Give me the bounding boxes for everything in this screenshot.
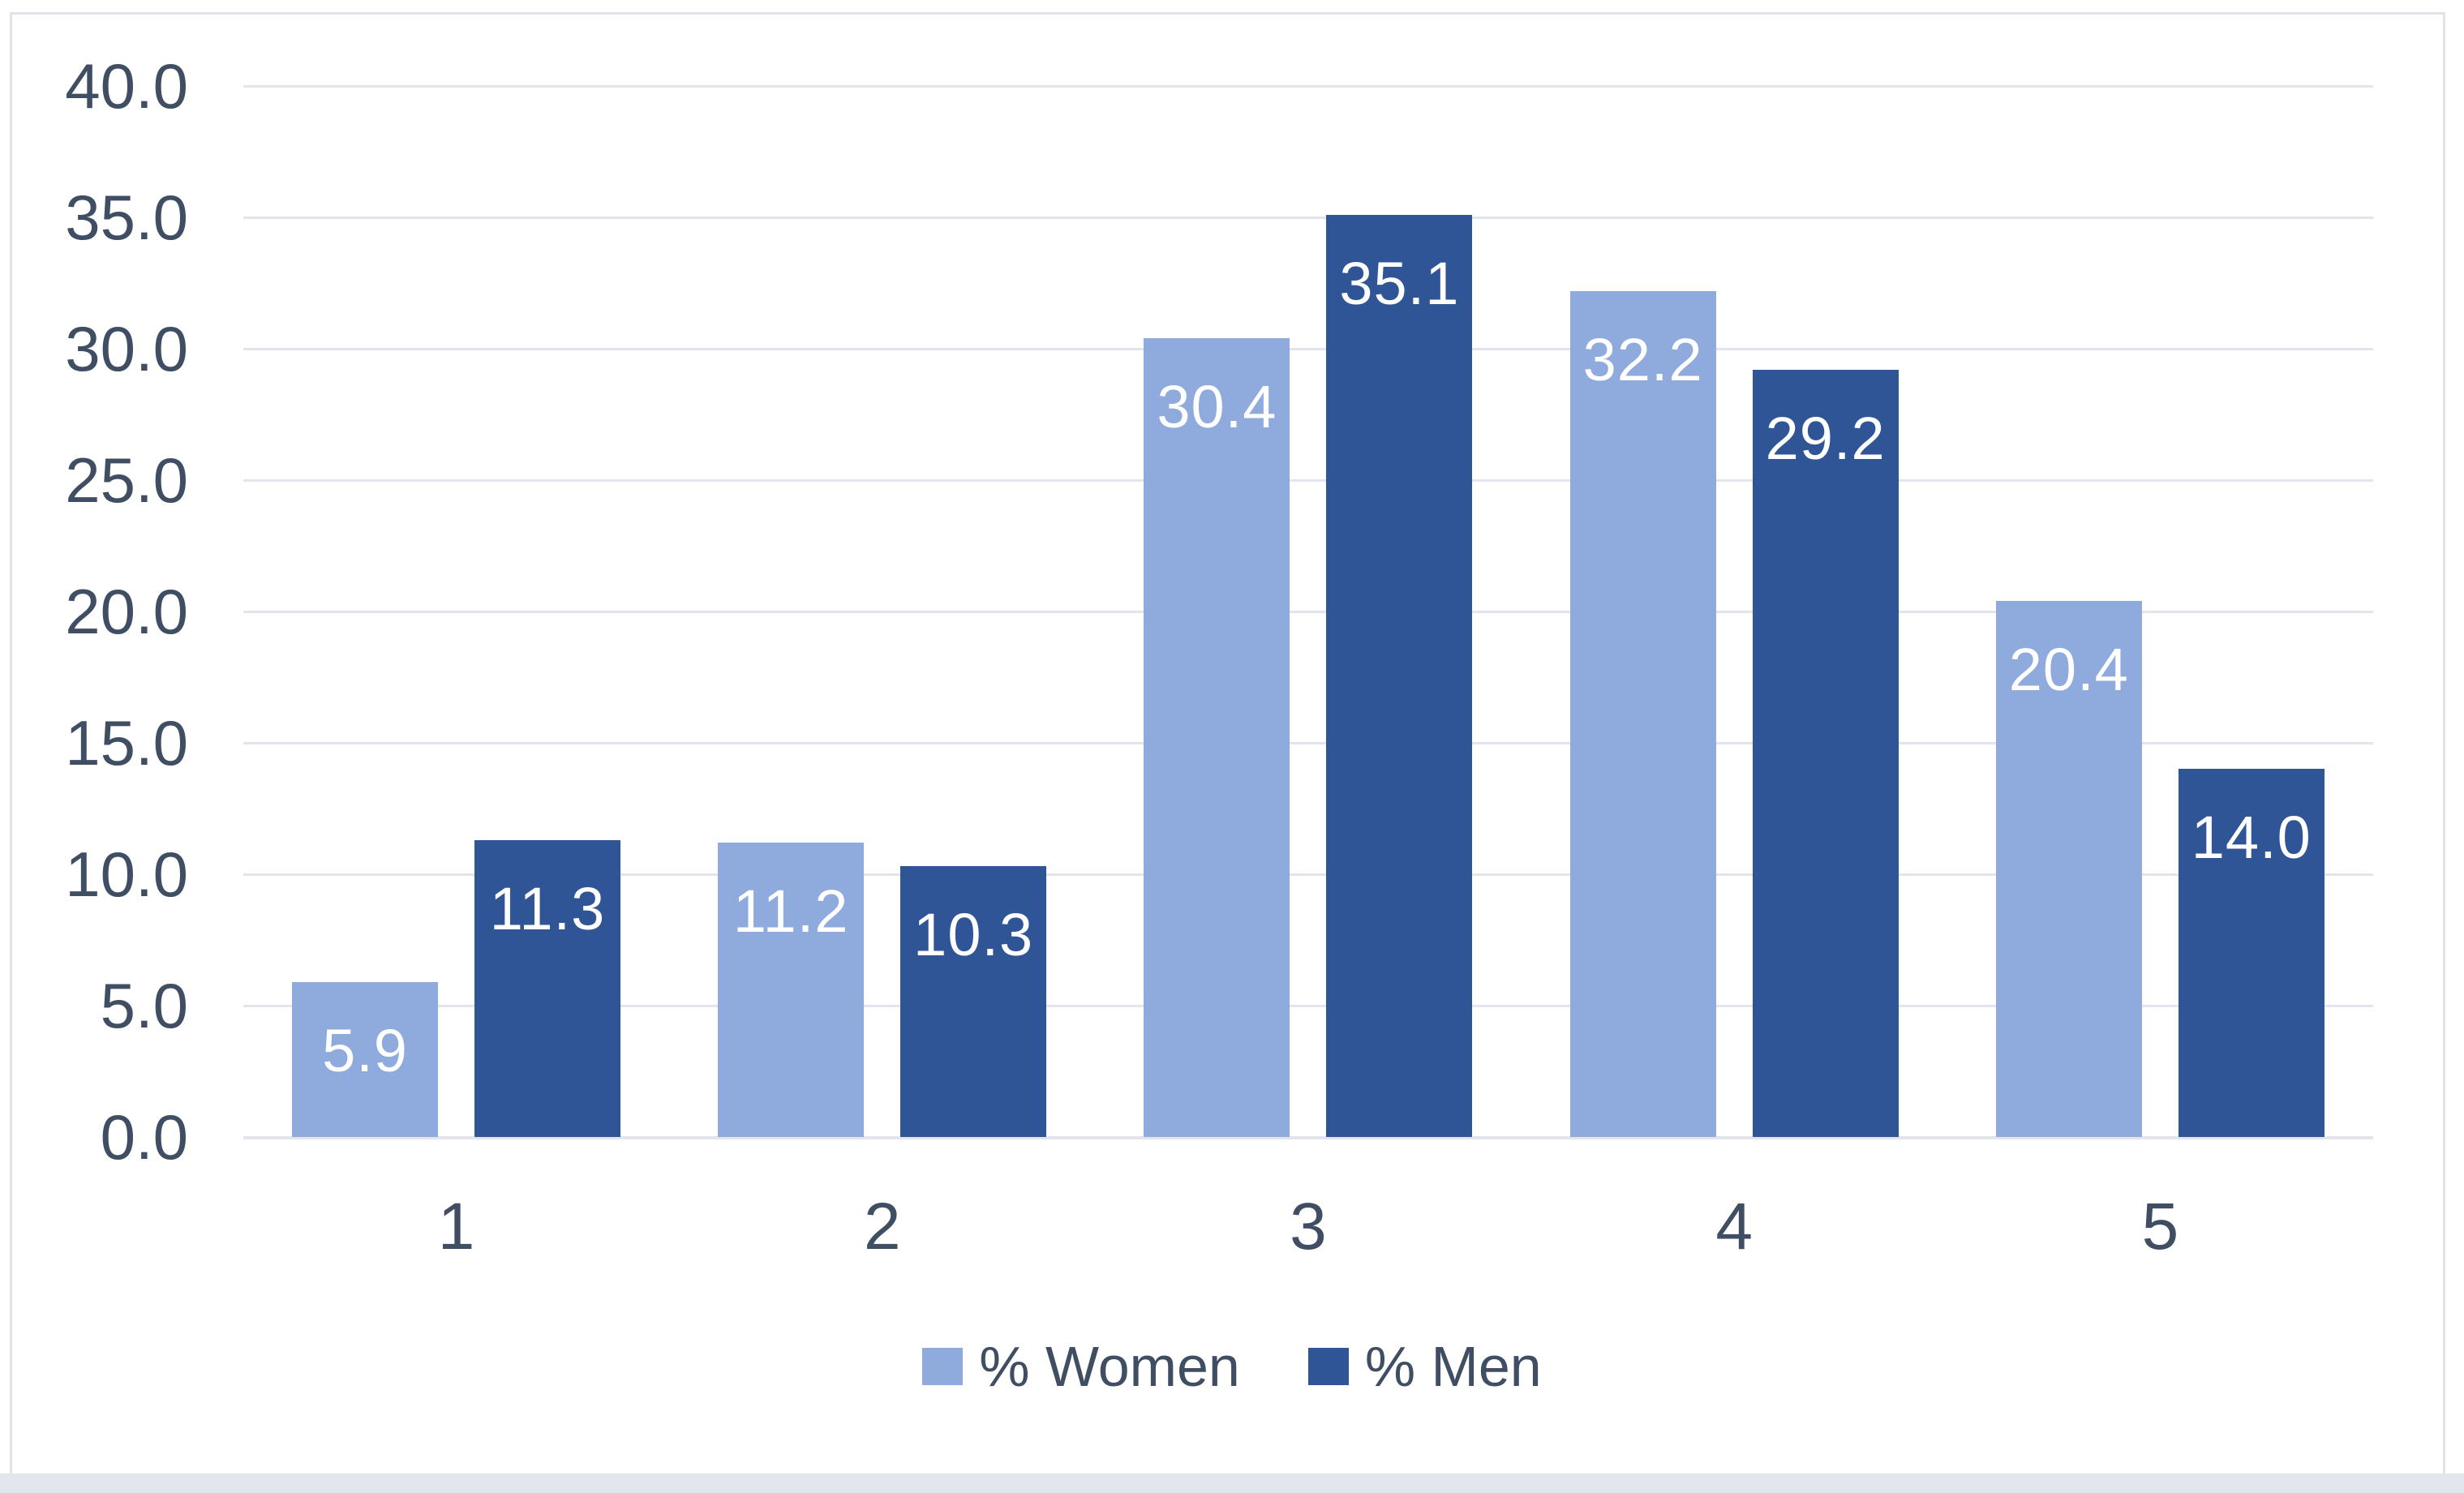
legend: % Women % Men (0, 1334, 2464, 1399)
gridline (243, 217, 2373, 219)
gridline (243, 1005, 2373, 1007)
legend-item-women: % Women (922, 1334, 1240, 1399)
x-category-label: 4 (1715, 1190, 1753, 1263)
legend-label: % Men (1364, 1335, 1542, 1398)
y-tick-label: 0.0 (100, 1101, 188, 1173)
y-tick-label: 35.0 (65, 182, 188, 253)
bar-data-label: 32.2 (1582, 325, 1703, 393)
bar-women-cat-2: 11.2 (718, 843, 865, 1137)
bar-men-cat-1: 11.3 (474, 839, 620, 1137)
x-category-label: 5 (2141, 1190, 2179, 1263)
bar-men-cat-5: 14.0 (2178, 769, 2324, 1137)
bar-data-label: 14.0 (2191, 804, 2312, 872)
bar-men-cat-3: 35.1 (1326, 214, 1473, 1137)
bar-data-label: 29.2 (1765, 404, 1886, 472)
x-category-label: 2 (863, 1190, 901, 1263)
y-tick-label: 30.0 (65, 313, 188, 384)
y-tick-label: 15.0 (65, 707, 188, 779)
gridline (243, 873, 2373, 876)
bar-data-label: 10.3 (913, 901, 1034, 969)
bar-men-cat-4: 29.2 (1752, 369, 1899, 1137)
legend-label: % Women (979, 1335, 1240, 1398)
gridline (243, 742, 2373, 744)
gridline (243, 348, 2373, 350)
bar-women-cat-5: 20.4 (1995, 601, 2142, 1137)
bar-women-cat-4: 32.2 (1569, 290, 1716, 1137)
x-category-label: 1 (437, 1190, 475, 1263)
y-tick-label: 40.0 (65, 50, 188, 122)
bar-data-label: 5.9 (322, 1016, 408, 1084)
x-category-label: 3 (1290, 1190, 1327, 1263)
gridline (243, 479, 2373, 482)
bar-data-label: 11.2 (732, 877, 849, 946)
legend-swatch-icon (1307, 1348, 1349, 1385)
plot-area: 5.9 11.2 30.4 32.2 20.4 11.3 10.3 35.1 29.2 14.0 (243, 85, 2373, 1139)
bar-data-label: 11.3 (489, 874, 606, 942)
bar-data-label: 30.4 (1157, 373, 1277, 441)
y-tick-label: 25.0 (65, 444, 188, 516)
y-tick-label: 20.0 (65, 576, 188, 647)
gridline (243, 85, 2373, 88)
legend-item-men: % Men (1307, 1334, 1542, 1399)
bar-men-cat-2: 10.3 (900, 866, 1047, 1137)
bar-women-cat-3: 30.4 (1144, 338, 1290, 1137)
bar-women-cat-1: 5.9 (292, 981, 438, 1137)
legend-swatch-icon (922, 1348, 964, 1385)
bar-data-label: 20.4 (2008, 636, 2129, 704)
gridline (243, 611, 2373, 613)
bar-data-label: 35.1 (1339, 249, 1460, 317)
x-axis-baseline (243, 1136, 2373, 1139)
y-tick-label: 5.0 (100, 970, 188, 1041)
spreadsheet-edge-strip (0, 1474, 2464, 1493)
y-tick-label: 10.0 (65, 839, 188, 910)
